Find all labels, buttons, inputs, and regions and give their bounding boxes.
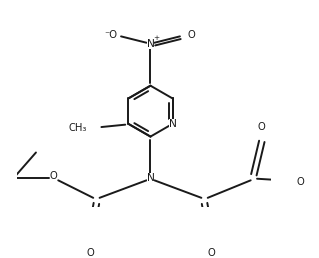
Text: CH₃: CH₃ — [69, 123, 87, 133]
Text: O: O — [296, 177, 304, 187]
Text: O: O — [49, 171, 57, 181]
Text: O: O — [258, 122, 266, 132]
Text: +: + — [153, 35, 159, 41]
Text: O: O — [188, 30, 196, 40]
Text: ⁻O: ⁻O — [104, 30, 117, 40]
Text: N: N — [168, 119, 176, 129]
Text: N: N — [146, 39, 154, 49]
Text: O: O — [207, 248, 215, 258]
Text: O: O — [86, 248, 94, 258]
Text: N: N — [146, 173, 154, 183]
